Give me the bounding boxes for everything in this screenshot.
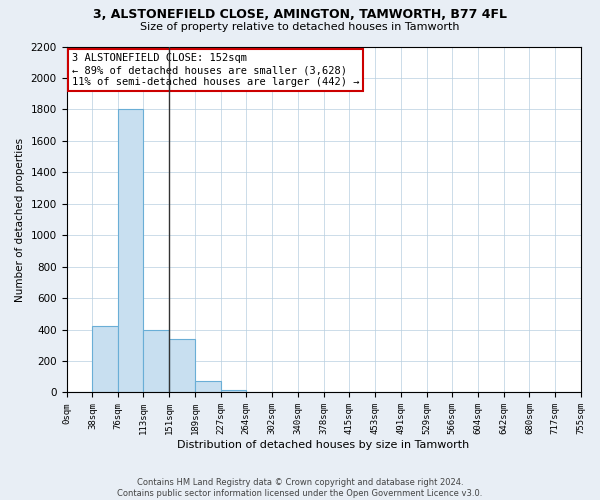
X-axis label: Distribution of detached houses by size in Tamworth: Distribution of detached houses by size … (178, 440, 470, 450)
Bar (92, 326, 118, 392)
Bar (195, 380, 221, 392)
Y-axis label: Number of detached properties: Number of detached properties (15, 138, 25, 302)
Text: 3, ALSTONEFIELD CLOSE, AMINGTON, TAMWORTH, B77 4FL: 3, ALSTONEFIELD CLOSE, AMINGTON, TAMWORT… (93, 8, 507, 20)
Text: Size of property relative to detached houses in Tamworth: Size of property relative to detached ho… (140, 22, 460, 32)
Text: Contains HM Land Registry data © Crown copyright and database right 2024.
Contai: Contains HM Land Registry data © Crown c… (118, 478, 482, 498)
Text: 3 ALSTONEFIELD CLOSE: 152sqm
← 89% of detached houses are smaller (3,628)
11% of: 3 ALSTONEFIELD CLOSE: 152sqm ← 89% of de… (71, 54, 359, 86)
Bar (118, 110, 143, 393)
Bar (143, 330, 169, 392)
Bar (221, 390, 246, 392)
Bar (169, 339, 195, 392)
